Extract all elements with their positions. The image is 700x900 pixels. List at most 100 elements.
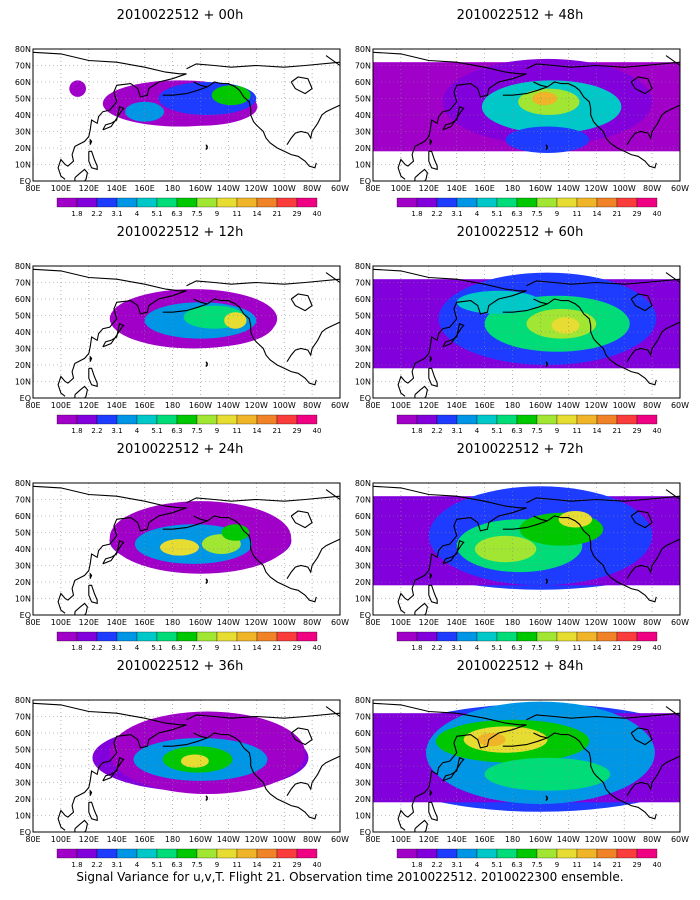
colorbar-label: 29 <box>293 861 302 867</box>
coastline <box>74 168 88 181</box>
lat-tick-label: EQ <box>360 828 371 837</box>
colorbar-label: 4 <box>135 427 140 433</box>
lat-tick-label: 10N <box>355 378 371 387</box>
coastline <box>429 572 433 579</box>
colorbar-swatch <box>636 631 658 642</box>
coastline <box>626 321 680 362</box>
lat-tick-label: 40N <box>15 762 31 771</box>
lon-tick-label: 60W <box>331 618 349 627</box>
lon-tick-label: 80W <box>303 401 321 410</box>
colorbar-label: 3.1 <box>111 861 122 867</box>
lon-tick-label: 180 <box>165 835 180 844</box>
lon-tick-label: 80W <box>643 184 661 193</box>
colorbar-label: 3.1 <box>451 210 462 216</box>
lon-tick-label: 120W <box>245 184 268 193</box>
lat-tick-label: EQ <box>20 828 31 837</box>
coastline <box>186 712 340 721</box>
colorbar-swatch <box>396 414 418 425</box>
colorbar-label: 3.1 <box>451 644 462 650</box>
coastline <box>533 298 657 386</box>
coastline <box>442 323 465 348</box>
colorbar-swatch <box>136 848 158 859</box>
lat-tick-label: 20N <box>355 795 371 804</box>
lat-tick-label: 40N <box>355 111 371 120</box>
colorbar-swatch <box>456 631 478 642</box>
colorbar-label: 5.1 <box>151 427 162 433</box>
colorbar-label: 14 <box>593 427 602 433</box>
lat-tick-label: EQ <box>20 177 31 186</box>
colorbar-label: 3.1 <box>451 861 462 867</box>
colorbar-swatch <box>436 197 458 208</box>
colorbar-swatch <box>176 631 198 642</box>
colorbar-label: 2.2 <box>91 861 102 867</box>
colorbar-swatch <box>216 414 238 425</box>
colorbar-swatch <box>536 848 558 859</box>
colorbar-label: 9 <box>215 861 219 867</box>
coastline <box>429 789 433 796</box>
colorbar-swatch <box>96 197 118 208</box>
coastline <box>526 712 680 721</box>
lon-tick-label: 180 <box>505 401 520 410</box>
coastline <box>286 104 340 145</box>
lon-tick-label: 60W <box>671 618 689 627</box>
variance-contour <box>477 733 506 747</box>
coastline <box>526 61 680 70</box>
colorbar-swatch <box>276 631 298 642</box>
colorbar-swatch <box>196 414 218 425</box>
lat-tick-label: 60N <box>15 295 31 304</box>
colorbar-label: 5.1 <box>491 644 502 650</box>
lat-tick-label: 30N <box>355 128 371 137</box>
colorbar-swatch <box>616 848 638 859</box>
colorbar-swatch <box>136 197 158 208</box>
colorbar-swatch <box>496 197 518 208</box>
lat-tick-label: 20N <box>355 361 371 370</box>
lon-tick-label: 120E <box>419 184 439 193</box>
lon-tick-label: 60W <box>671 184 689 193</box>
variance-contour <box>456 290 541 314</box>
colorbar-swatch <box>96 631 118 642</box>
lon-tick-label: 100E <box>51 618 71 627</box>
colorbar-label: 21 <box>273 861 282 867</box>
colorbar-label: 11 <box>233 210 242 216</box>
coastline <box>429 355 433 362</box>
colorbar-label: 9 <box>555 427 559 433</box>
lon-tick-label: 80W <box>303 835 321 844</box>
colorbar-swatch <box>156 848 178 859</box>
lat-tick-label: EQ <box>360 177 371 186</box>
lat-tick-label: 10N <box>15 378 31 387</box>
coastline <box>162 86 208 96</box>
colorbar-label: 1.8 <box>411 644 422 650</box>
colorbar-label: 21 <box>273 427 282 433</box>
lon-tick-label: 160W <box>529 835 552 844</box>
colorbar-swatch <box>236 197 258 208</box>
lat-tick-label: 50N <box>15 746 31 755</box>
colorbar-label: 9 <box>555 861 559 867</box>
colorbar-swatch <box>416 631 438 642</box>
colorbar-label: 7.5 <box>531 427 542 433</box>
coastline <box>89 355 93 362</box>
map-frame <box>32 48 341 182</box>
colorbar-swatch <box>76 631 98 642</box>
colorbar-label: 9 <box>215 644 219 650</box>
colorbar-label: 14 <box>593 861 602 867</box>
lat-tick-label: 10N <box>355 812 371 821</box>
colorbar-swatch <box>436 631 458 642</box>
coastline <box>442 540 465 565</box>
coastline <box>665 49 680 67</box>
variance-contour <box>532 91 558 106</box>
coastline <box>290 727 313 746</box>
lat-tick-label: 30N <box>15 128 31 137</box>
colorbar-swatch <box>256 414 278 425</box>
coastline <box>102 540 125 565</box>
colorbar-label: 1.8 <box>411 861 422 867</box>
lon-tick-label: 140W <box>557 618 580 627</box>
lat-tick-label: 30N <box>355 345 371 354</box>
lon-tick-label: 100W <box>613 184 636 193</box>
coastline <box>665 483 680 501</box>
colorbar-swatch <box>536 631 558 642</box>
coastline <box>533 732 657 820</box>
lon-tick-label: 80E <box>365 401 380 410</box>
coastline <box>626 755 680 796</box>
